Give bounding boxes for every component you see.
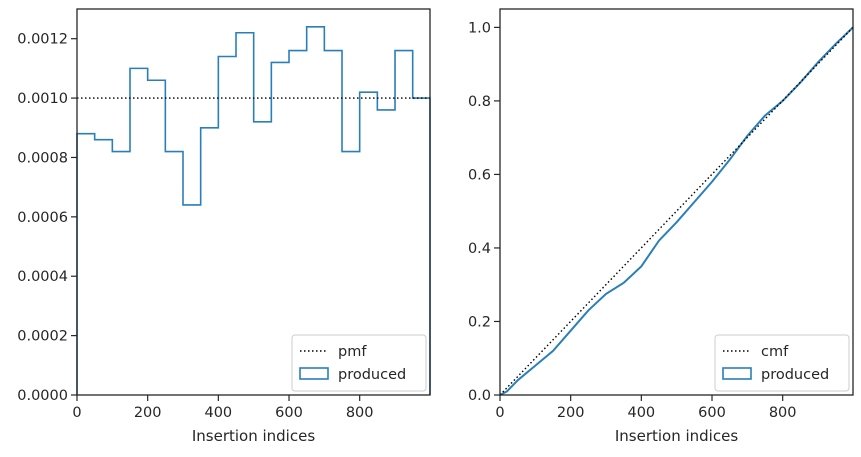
right-y-tick-label: 0.4 (468, 241, 491, 257)
right-y-tick-label: 0.2 (468, 314, 491, 330)
left-y-tick-label: 0.0010 (17, 91, 68, 107)
left-y-tick-label: 0.0012 (17, 32, 68, 48)
left-x-tick-label: 0 (72, 405, 81, 421)
right-x-axis-label: Insertion indices (615, 427, 738, 445)
right-x-tick-label: 0 (495, 405, 504, 421)
left-x-axis-label: Insertion indices (192, 427, 315, 445)
right-x-tick-label: 200 (557, 405, 585, 421)
right-y-tick-label: 1.0 (468, 20, 491, 36)
left-y-tick-label: 0.0008 (17, 150, 68, 166)
left-y-tick-label: 0.0004 (17, 269, 68, 285)
left-legend-label-pmf: pmf (338, 344, 367, 360)
histogram-bin (77, 134, 95, 395)
histogram-bin (201, 128, 219, 395)
left-x-tick-label: 600 (275, 405, 303, 421)
histogram-bin (95, 140, 113, 395)
right-x-tick-label: 600 (698, 405, 726, 421)
left-y-tick-label: 0.0002 (17, 329, 68, 345)
right-y-tick-label: 0.6 (468, 167, 491, 183)
left-x-tick-label: 800 (346, 405, 374, 421)
histogram-bin (218, 57, 236, 395)
right-legend-label-cmf: cmf (761, 344, 789, 360)
left-y-tick-label: 0.0006 (17, 210, 68, 226)
histogram-bin (165, 152, 183, 395)
histogram-bin (183, 205, 201, 395)
right-y-tick-label: 0.8 (468, 94, 491, 110)
histogram-bin (271, 62, 289, 395)
histogram-bin (112, 152, 130, 395)
histogram-bin (130, 68, 148, 395)
left-x-tick-label: 400 (204, 405, 232, 421)
left-y-tick-label: 0.0000 (17, 388, 68, 404)
right-legend-label-produced: produced (761, 367, 829, 383)
right-x-tick-label: 800 (769, 405, 797, 421)
histogram-bin (236, 33, 254, 395)
right-y-tick-label: 0.0 (468, 388, 491, 404)
left-x-tick-label: 200 (134, 405, 162, 421)
right-x-tick-label: 400 (627, 405, 655, 421)
histogram-bin (254, 122, 272, 395)
histogram-bin (148, 80, 166, 395)
left-legend-label-produced: produced (338, 367, 406, 383)
